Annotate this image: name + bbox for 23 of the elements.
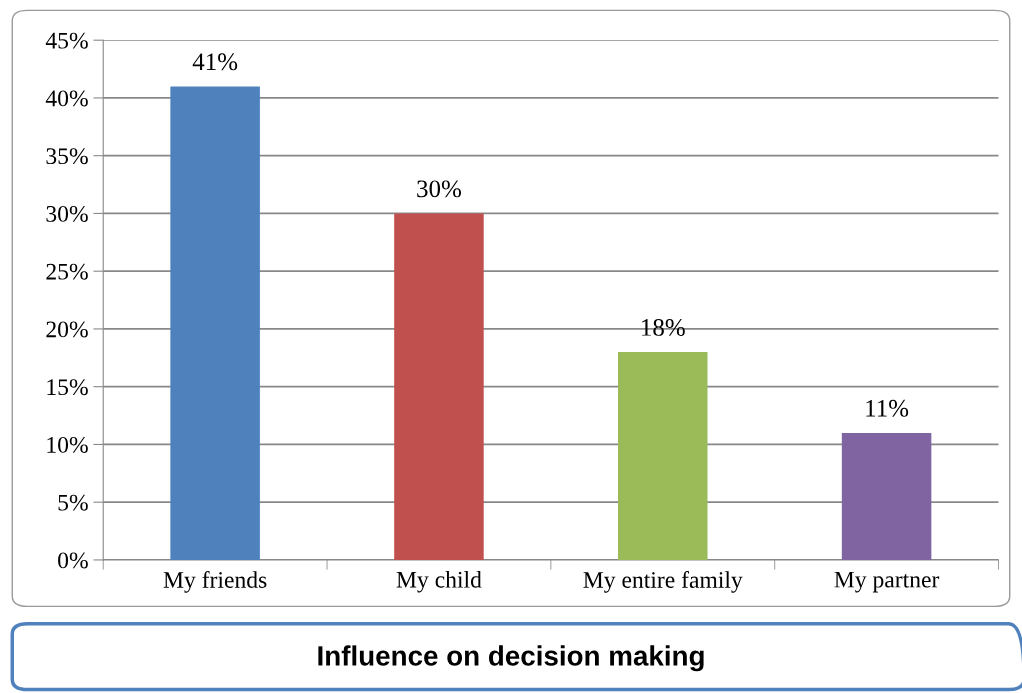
bar xyxy=(394,213,484,560)
y-tick-label: 45% xyxy=(45,32,88,49)
x-tick-label: My entire family xyxy=(583,571,743,593)
bar xyxy=(170,86,260,560)
y-tick-label: 5% xyxy=(58,494,88,511)
y-tick-label: 25% xyxy=(46,263,88,280)
x-tick-label: My friends xyxy=(163,571,267,593)
data-label: 11% xyxy=(866,399,909,417)
data-label: 18% xyxy=(642,318,685,336)
bar xyxy=(618,352,708,560)
bar xyxy=(841,432,932,560)
x-tick-label: My child xyxy=(396,571,482,593)
y-tick-label: 35% xyxy=(46,148,88,165)
y-tick-label: 30% xyxy=(46,205,88,222)
y-tick-label: 40% xyxy=(45,90,88,107)
data-label: 41% xyxy=(192,53,238,71)
y-tick-label: 10% xyxy=(47,436,88,453)
y-tick-label: 0% xyxy=(58,552,88,569)
text: Influence on decision making xyxy=(318,645,704,672)
x-tick-label: My partner xyxy=(834,571,940,593)
y-tick-label: 15% xyxy=(47,379,88,396)
y-tick-label: 20% xyxy=(46,321,88,338)
data-label: 30% xyxy=(417,180,462,198)
